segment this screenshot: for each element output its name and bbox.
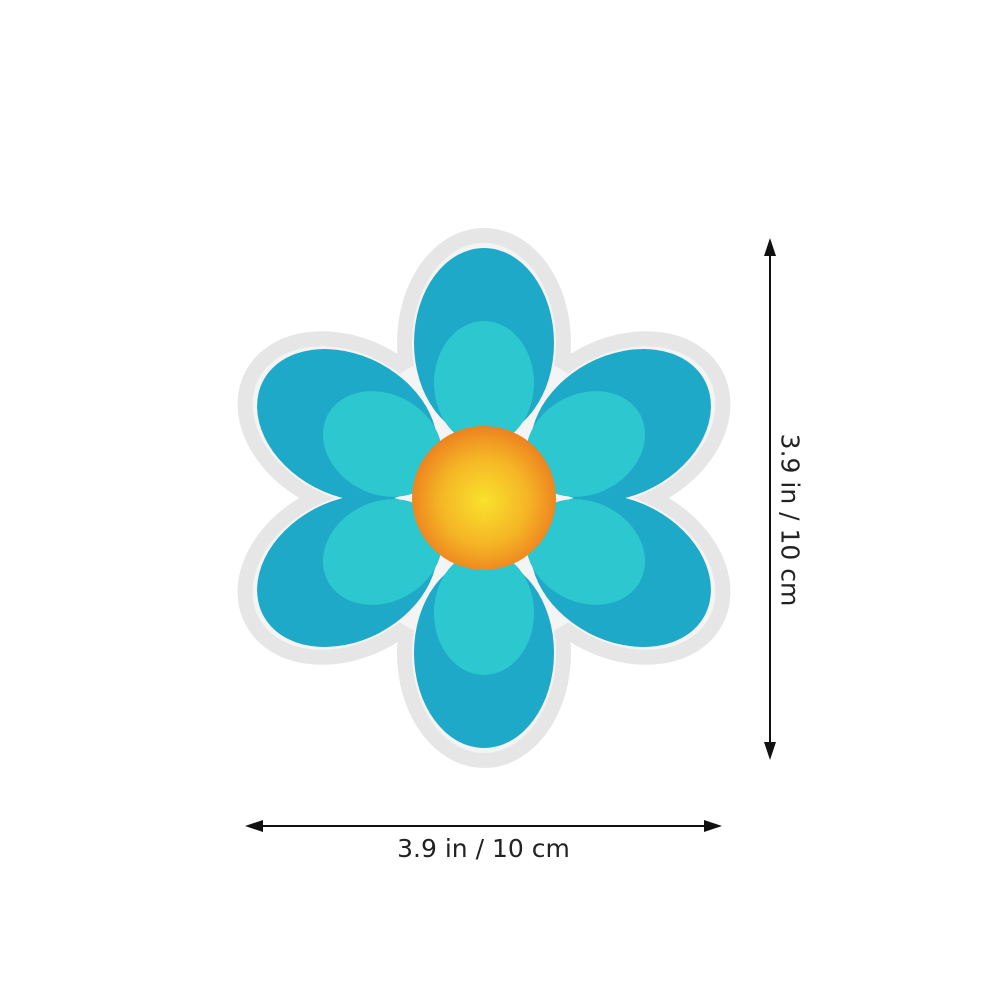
- petal-inner: [525, 391, 646, 497]
- petal-inner: [434, 321, 534, 445]
- width-label: 3.9 in / 10 cm: [397, 834, 570, 863]
- inner-petals: [322, 321, 646, 675]
- petal-inner: [322, 391, 443, 497]
- width-dimension-arrow: [245, 820, 722, 832]
- height-label: 3.9 in / 10 cm: [775, 433, 805, 607]
- height-dimension-arrow: [764, 238, 776, 760]
- flower-center: [412, 426, 556, 570]
- petal-inner: [322, 499, 443, 605]
- petal-inner: [525, 499, 646, 605]
- petal-inner: [434, 551, 534, 675]
